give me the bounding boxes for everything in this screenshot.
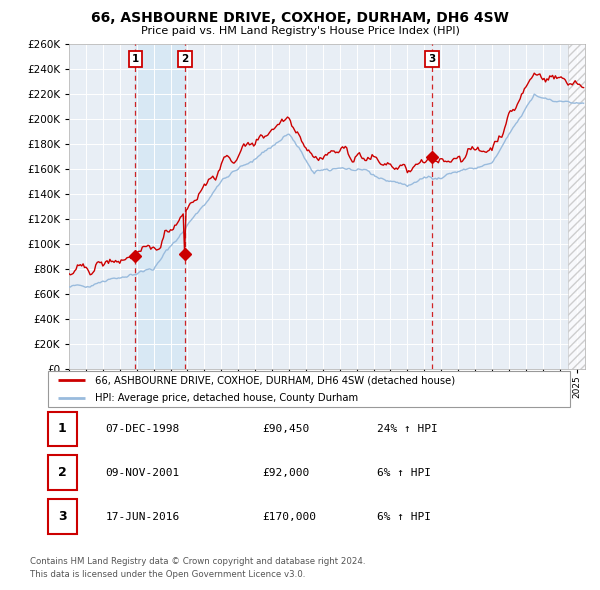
Text: HPI: Average price, detached house, County Durham: HPI: Average price, detached house, Coun… — [95, 393, 358, 403]
Text: Price paid vs. HM Land Registry's House Price Index (HPI): Price paid vs. HM Land Registry's House … — [140, 26, 460, 35]
Text: 3: 3 — [428, 54, 436, 64]
Bar — [136, 44, 185, 369]
Text: 09-NOV-2001: 09-NOV-2001 — [106, 468, 179, 478]
Text: 66, ASHBOURNE DRIVE, COXHOE, DURHAM, DH6 4SW (detached house): 66, ASHBOURNE DRIVE, COXHOE, DURHAM, DH6… — [95, 375, 455, 385]
Text: 2: 2 — [58, 466, 67, 479]
Text: 6% ↑ HPI: 6% ↑ HPI — [377, 468, 431, 478]
Text: 07-DEC-1998: 07-DEC-1998 — [106, 424, 179, 434]
Text: 17-JUN-2016: 17-JUN-2016 — [106, 512, 179, 522]
Text: £92,000: £92,000 — [262, 468, 309, 478]
Text: 1: 1 — [131, 54, 139, 64]
Text: This data is licensed under the Open Government Licence v3.0.: This data is licensed under the Open Gov… — [30, 570, 305, 579]
FancyBboxPatch shape — [48, 371, 570, 407]
Text: 3: 3 — [58, 510, 67, 523]
Text: 2: 2 — [181, 54, 188, 64]
FancyBboxPatch shape — [48, 499, 77, 534]
FancyBboxPatch shape — [48, 455, 77, 490]
Text: 24% ↑ HPI: 24% ↑ HPI — [377, 424, 437, 434]
Text: Contains HM Land Registry data © Crown copyright and database right 2024.: Contains HM Land Registry data © Crown c… — [30, 557, 365, 566]
FancyBboxPatch shape — [48, 412, 77, 446]
Text: £170,000: £170,000 — [262, 512, 316, 522]
Text: 66, ASHBOURNE DRIVE, COXHOE, DURHAM, DH6 4SW: 66, ASHBOURNE DRIVE, COXHOE, DURHAM, DH6… — [91, 11, 509, 25]
Text: 1: 1 — [58, 422, 67, 435]
Text: 6% ↑ HPI: 6% ↑ HPI — [377, 512, 431, 522]
Text: £90,450: £90,450 — [262, 424, 309, 434]
